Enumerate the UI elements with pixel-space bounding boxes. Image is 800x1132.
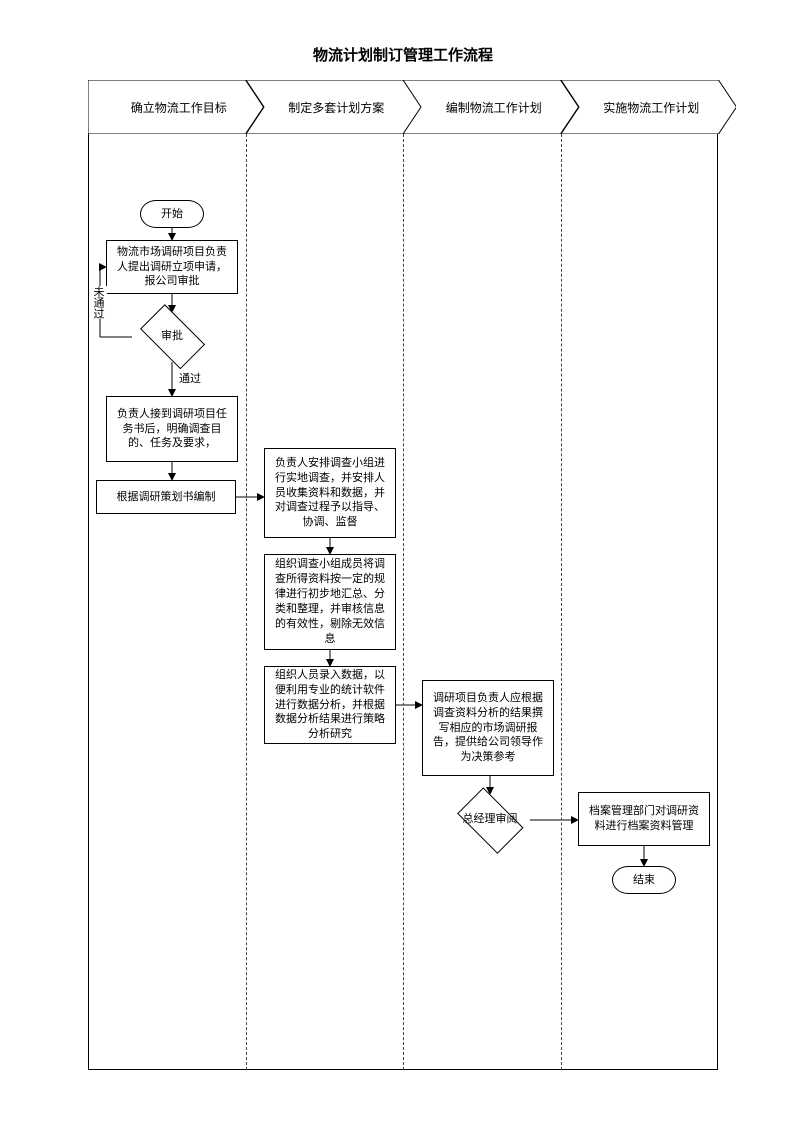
- edge-label: 未通过: [89, 286, 107, 319]
- decision-label: 总经理审阅: [463, 813, 518, 826]
- stage-chevron-label: 实施物流工作计划: [593, 99, 703, 116]
- process-node: 组织人员录入数据，以便利用专业的统计软件进行数据分析，并根据数据分析结果进行策略…: [264, 666, 396, 744]
- stage-chevron-label: 编制物流工作计划: [436, 99, 546, 116]
- process-node: 物流市场调研项目负责人提出调研立项申请，报公司审批: [106, 240, 238, 294]
- stage-chevron: 确立物流工作目标: [88, 80, 264, 134]
- stage-chevron: 制定多套计划方案: [246, 80, 422, 134]
- lane-separator: [561, 134, 562, 1070]
- decision-node: 审批: [132, 312, 212, 362]
- stage-chevron: 编制物流工作计划: [403, 80, 579, 134]
- lane-separator: [403, 134, 404, 1070]
- decision-node: 总经理审阅: [450, 794, 530, 846]
- lane-separator: [246, 134, 247, 1070]
- process-node: 组织调查小组成员将调查所得资料按一定的规律进行初步地汇总、分类和整理，并审核信息…: [264, 554, 396, 650]
- stage-chevron: 实施物流工作计划: [561, 80, 737, 134]
- process-node: 负责人接到调研项目任务书后，明确调查目的、任务及要求，: [106, 396, 238, 462]
- stage-chevron-row: 确立物流工作目标 制定多套计划方案 编制物流工作计划 实施物流工作计划: [88, 80, 718, 134]
- process-node: 负责人安排调查小组进行实地调查，并安排人员收集资料和数据，并对调查过程予以指导、…: [264, 448, 396, 538]
- terminator-node: 开始: [140, 200, 204, 228]
- process-node: 档案管理部门对调研资料进行档案资料管理: [578, 792, 710, 846]
- decision-label: 审批: [161, 330, 183, 343]
- terminator-node: 结束: [612, 866, 676, 894]
- process-node: 根据调研策划书编制: [96, 480, 236, 514]
- stage-chevron-label: 确立物流工作目标: [121, 99, 231, 116]
- process-node: 调研项目负责人应根据调查资料分析的结果撰写相应的市场调研报告，提供给公司领导作为…: [422, 680, 554, 776]
- page-title: 物流计划制订管理工作流程: [88, 44, 718, 65]
- stage-chevron-label: 制定多套计划方案: [278, 99, 388, 116]
- edge-label: 通过: [178, 370, 202, 386]
